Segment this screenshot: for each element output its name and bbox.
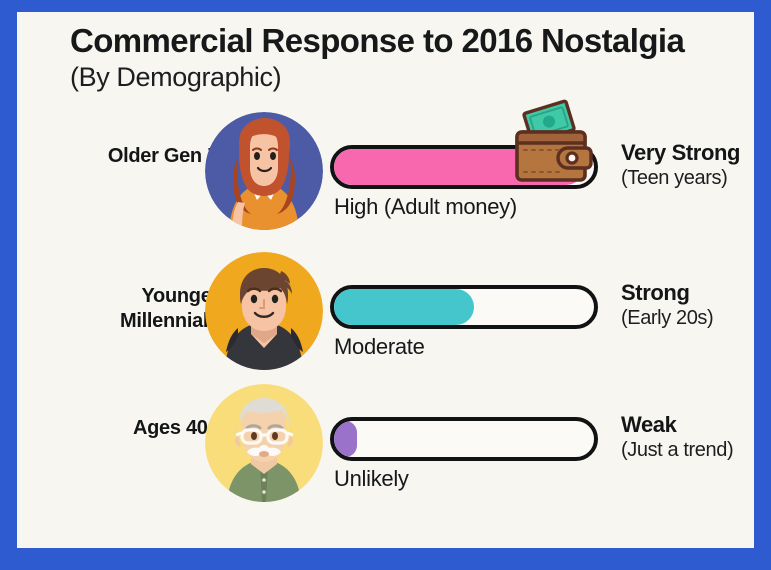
wallet-with-cash-icon (501, 94, 609, 202)
level-label: Very Strong (621, 140, 741, 165)
demographic-label: Ages 40+ (133, 417, 219, 439)
chart-row: Younger Millennials (17, 242, 754, 382)
bar-track (330, 285, 598, 329)
bar-fill (334, 421, 358, 457)
level-sublabel: (Just a trend) (621, 439, 734, 461)
bar-value-label: High (Adult money) (334, 194, 517, 219)
response-bar (330, 285, 598, 329)
level-label-group: Weak (Just a trend) (621, 412, 754, 463)
title-block: Commercial Response to 2016 Nostalgia (B… (70, 21, 685, 94)
level-label-group: Strong (Early 20s) (621, 280, 754, 331)
young-woman-avatar (205, 112, 323, 230)
bar-track (330, 417, 598, 461)
chart-row: Older Gen Z (17, 99, 754, 242)
response-bar (330, 417, 598, 461)
level-label-group: Very Strong (Teen years) (621, 140, 754, 191)
level-sublabel: (Teen years) (621, 167, 728, 189)
bar-value-label: Moderate (334, 334, 425, 359)
bar-value-label: Unlikely (334, 466, 409, 491)
demographic-label: Younger Millennials (120, 285, 219, 332)
young-man-avatar (205, 252, 323, 370)
bar-fill (334, 289, 475, 325)
page-title: Commercial Response to 2016 Nostalgia (70, 22, 685, 59)
older-man-avatar (205, 384, 323, 502)
infographic-canvas: Commercial Response to 2016 Nostalgia (B… (17, 12, 754, 548)
page-subtitle: (By Demographic) (70, 62, 282, 92)
level-label: Weak (621, 412, 677, 437)
level-label: Strong (621, 280, 690, 305)
level-sublabel: (Early 20s) (621, 307, 714, 329)
demographic-label: Older Gen Z (107, 145, 219, 167)
chart-row: Ages 40+ (17, 374, 754, 514)
